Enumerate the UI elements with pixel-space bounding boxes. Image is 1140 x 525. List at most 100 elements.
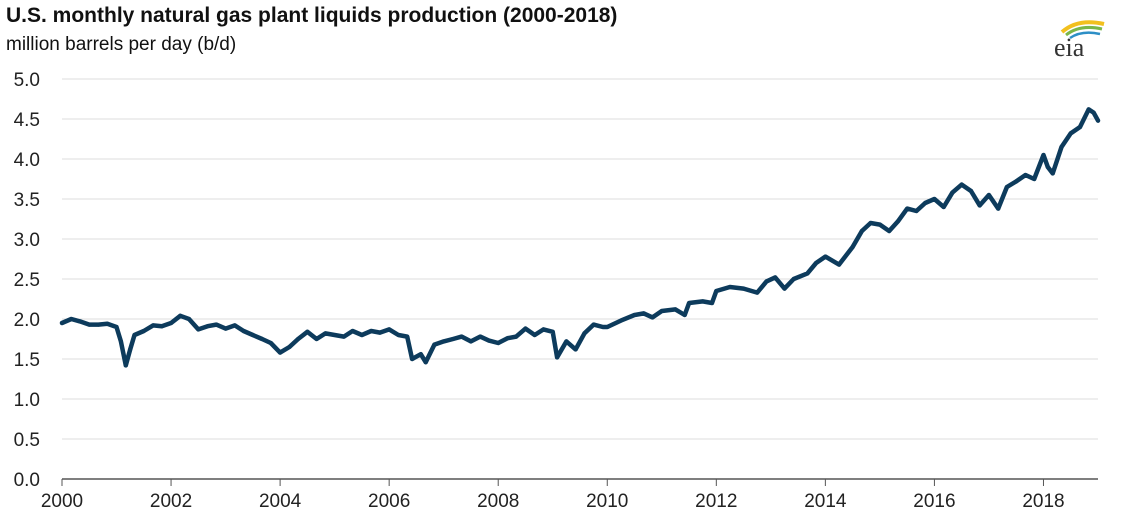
data-point bbox=[69, 317, 74, 321]
x-tick-label: 2006 bbox=[368, 491, 410, 512]
data-point bbox=[241, 329, 246, 333]
data-point bbox=[105, 321, 110, 326]
x-axis: 2000 2002 2004 2006 2008 2010 2012 2014 2016 2018 bbox=[41, 479, 1065, 512]
data-point bbox=[287, 345, 292, 349]
data-point bbox=[700, 299, 705, 304]
x-tick-label: 2016 bbox=[913, 491, 955, 512]
data-point bbox=[432, 342, 437, 347]
data-point bbox=[451, 337, 455, 341]
data-point bbox=[618, 318, 623, 323]
data-point bbox=[405, 334, 410, 339]
data-point bbox=[782, 286, 787, 291]
data-point bbox=[205, 324, 210, 329]
data-point bbox=[314, 337, 319, 341]
data-point bbox=[96, 322, 101, 327]
data-point bbox=[296, 337, 301, 341]
data-point bbox=[1032, 177, 1037, 181]
y-tick-label: 3.5 bbox=[14, 190, 40, 211]
data-point bbox=[914, 209, 919, 213]
data-point bbox=[600, 325, 605, 329]
data-point bbox=[969, 189, 973, 193]
x-tick-label: 2008 bbox=[477, 491, 519, 512]
data-point bbox=[468, 339, 473, 344]
data-point bbox=[350, 329, 355, 333]
data-point bbox=[710, 301, 714, 305]
data-point bbox=[632, 313, 637, 317]
data-point bbox=[823, 254, 828, 259]
data-point bbox=[837, 262, 841, 267]
data-point bbox=[496, 341, 501, 345]
y-tick-label: 2.5 bbox=[14, 270, 40, 291]
data-point bbox=[932, 197, 937, 201]
y-tick-label: 4.5 bbox=[14, 110, 40, 131]
data-point bbox=[1023, 173, 1028, 177]
data-point bbox=[260, 337, 265, 341]
data-point bbox=[605, 325, 610, 329]
data-point bbox=[791, 277, 796, 281]
y-tick-label: 3.0 bbox=[14, 230, 40, 251]
y-tick-label: 0.5 bbox=[14, 430, 40, 451]
data-point bbox=[1068, 131, 1073, 136]
data-point bbox=[1059, 145, 1064, 149]
data-point bbox=[905, 206, 910, 211]
data-point bbox=[564, 339, 569, 344]
data-point bbox=[332, 333, 337, 337]
data-point bbox=[278, 350, 283, 355]
data-point bbox=[714, 289, 719, 293]
data-point bbox=[550, 329, 555, 334]
data-point bbox=[996, 206, 1001, 211]
data-point bbox=[60, 321, 64, 325]
data-point bbox=[741, 286, 746, 291]
data-point bbox=[582, 331, 587, 336]
data-point bbox=[223, 326, 228, 331]
data-point bbox=[359, 333, 364, 337]
x-tick-label: 2000 bbox=[41, 491, 83, 512]
y-tick-label: 1.5 bbox=[14, 350, 40, 371]
data-point bbox=[1041, 153, 1046, 157]
data-point bbox=[141, 329, 146, 333]
data-point bbox=[159, 324, 164, 329]
chart-subtitle: million barrels per day (b/d) bbox=[6, 34, 237, 55]
x-tick-label: 2012 bbox=[695, 491, 737, 512]
y-tick-label: 4.0 bbox=[14, 150, 40, 171]
data-point bbox=[118, 339, 123, 344]
data-point bbox=[850, 245, 855, 249]
data-point bbox=[232, 323, 237, 328]
eia-logo-arc-green bbox=[1065, 26, 1103, 37]
data-point bbox=[687, 301, 692, 305]
data-point bbox=[132, 333, 137, 337]
data-point bbox=[673, 307, 678, 312]
data-point bbox=[1096, 118, 1100, 123]
data-point bbox=[369, 329, 374, 333]
series-line bbox=[59, 107, 1101, 368]
data-point bbox=[196, 327, 201, 332]
gridlines bbox=[62, 78, 1098, 480]
data-point bbox=[341, 334, 346, 339]
data-point bbox=[387, 327, 392, 332]
data-point bbox=[169, 321, 174, 325]
data-point bbox=[410, 357, 415, 361]
data-point bbox=[555, 355, 560, 360]
data-point bbox=[659, 309, 664, 313]
x-tick-label: 2010 bbox=[586, 491, 628, 512]
data-point bbox=[641, 311, 646, 316]
data-point bbox=[441, 339, 446, 344]
data-point bbox=[514, 334, 519, 339]
data-point bbox=[986, 193, 991, 197]
data-point bbox=[78, 319, 82, 324]
data-point bbox=[1050, 171, 1055, 176]
data-point bbox=[505, 336, 510, 341]
data-point bbox=[977, 203, 982, 208]
data-point bbox=[1078, 125, 1082, 129]
x-tick-label: 2004 bbox=[259, 491, 302, 512]
data-point bbox=[114, 325, 119, 329]
data-point bbox=[250, 333, 255, 337]
data-point bbox=[1004, 185, 1009, 189]
data-point bbox=[755, 290, 760, 295]
data-point bbox=[1045, 165, 1050, 169]
data-point bbox=[305, 329, 310, 334]
data-point bbox=[541, 327, 546, 332]
y-tick-label: 0.0 bbox=[14, 470, 40, 491]
y-tick-label: 5.0 bbox=[14, 70, 40, 91]
